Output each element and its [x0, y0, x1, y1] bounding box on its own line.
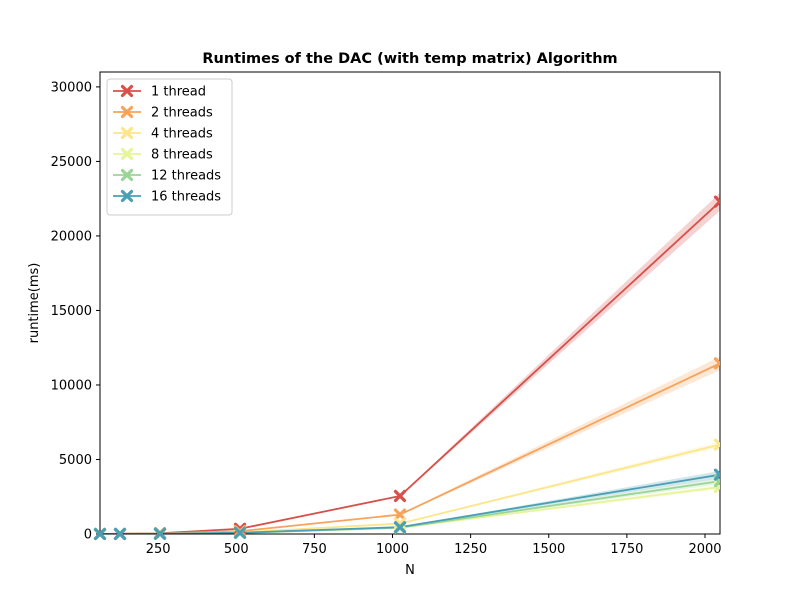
data-point-s5-4 [393, 521, 407, 534]
y-tick-label-2: 10000 [51, 378, 92, 393]
legend-item-5: 16 threads [113, 190, 221, 205]
x-tick-label-6: 1750 [610, 542, 643, 557]
legend-marker-0 [120, 84, 134, 98]
x-axis-label: N [405, 563, 415, 578]
y-tick-label-3: 15000 [51, 304, 92, 319]
data-point-s5-0 [93, 527, 107, 541]
data-point-s5-5 [713, 468, 720, 481]
legend-label-5: 16 threads [151, 190, 221, 205]
y-axis: 0 5000 10000 15000 20000 25000 30000 [51, 80, 100, 543]
x-tick-label-4: 1250 [454, 542, 487, 557]
x-tick-label-7: 2000 [688, 542, 721, 557]
x-tick-label-3: 1000 [376, 542, 409, 557]
legend: 1 thread 2 threads 4 threads 8 threads 12 th… [106, 78, 233, 216]
legend-item-3: 8 threads [113, 148, 213, 163]
data-point-s1-4 [393, 508, 407, 521]
legend-marker-2 [120, 126, 134, 140]
y-tick-label-5: 25000 [51, 155, 92, 170]
x-tick-label-0: 250 [146, 542, 171, 557]
data-point-s0-4 [393, 489, 407, 503]
x-tick-label-1: 500 [224, 542, 249, 557]
data-point-s5-3 [233, 526, 247, 539]
plot-frame [99, 71, 721, 535]
y-tick-label-1: 5000 [59, 453, 92, 468]
legend-item-4: 12 threads [113, 169, 221, 184]
legend-marker-5 [120, 189, 134, 203]
data-point-s1-5 [713, 357, 720, 370]
legend-label-1: 2 threads [151, 106, 213, 121]
legend-label-0: 1 thread [151, 85, 206, 100]
legend-label-4: 12 threads [151, 169, 221, 184]
legend-item-0: 1 thread [113, 85, 206, 100]
x-tick-label-2: 750 [302, 542, 327, 557]
legend-label-3: 8 threads [151, 148, 213, 163]
legend-label-2: 4 threads [151, 127, 213, 142]
y-axis-label: runtime(ms) [27, 263, 42, 344]
chart-title: Runtimes of the DAC (with temp matrix) A… [202, 51, 617, 67]
legend-item-2: 4 threads [113, 127, 213, 142]
y-tick-label-4: 20000 [51, 229, 92, 244]
x-tick-label-5: 1500 [532, 542, 565, 557]
legend-box [106, 78, 233, 216]
y-tick-label-0: 0 [84, 528, 92, 543]
data-point-s2-5 [713, 438, 720, 451]
data-point-s5-2 [153, 527, 167, 540]
legend-marker-4 [120, 168, 134, 182]
x-axis: 250 500 750 1000 1250 1500 1750 2000 [146, 534, 722, 557]
markers [93, 195, 720, 541]
data-point-s5-1 [113, 527, 127, 541]
legend-marker-3 [120, 147, 134, 161]
legend-marker-1 [120, 105, 134, 119]
data-point-s0-5 [713, 195, 720, 208]
y-tick-label-6: 30000 [51, 80, 92, 95]
legend-item-1: 2 threads [113, 106, 213, 121]
